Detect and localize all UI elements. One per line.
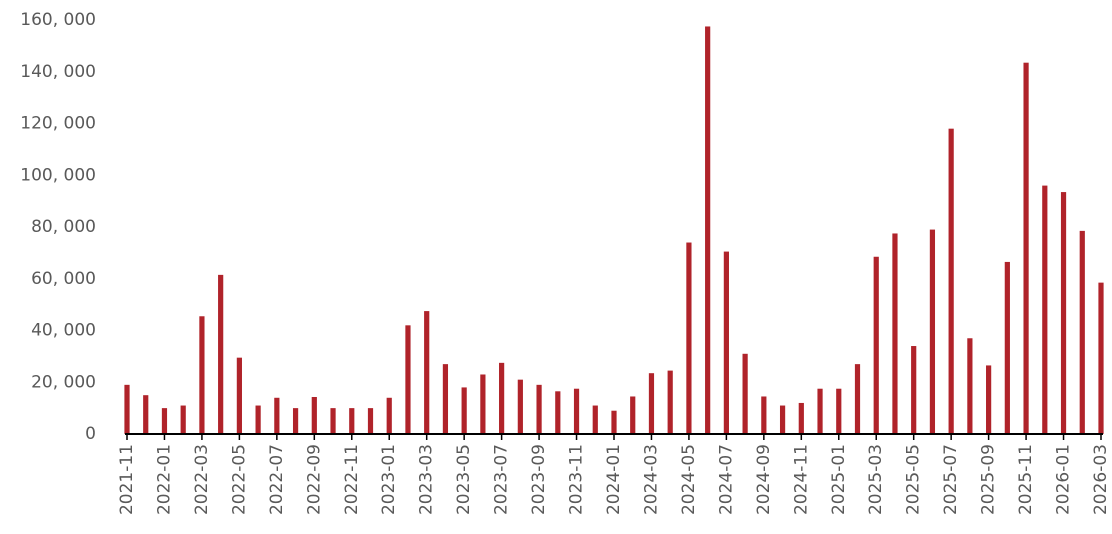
bar xyxy=(424,311,430,434)
bar xyxy=(573,388,580,434)
bar xyxy=(742,353,748,434)
x-tick-label: 2025-05 xyxy=(904,444,924,515)
x-tick-label: 2025-03 xyxy=(866,444,886,515)
x-tick-label: 2024-09 xyxy=(754,444,774,515)
y-tick-label: 140, 000 xyxy=(20,62,96,82)
bar xyxy=(1060,192,1067,434)
bar xyxy=(255,405,261,434)
bar xyxy=(124,384,130,434)
x-tick-label: 2021-11 xyxy=(117,444,137,515)
y-tick-label: 60, 000 xyxy=(31,269,96,289)
x-tick-label: 2025-09 xyxy=(979,444,999,515)
bar xyxy=(536,384,542,434)
bar xyxy=(592,405,598,434)
bar xyxy=(836,388,842,434)
x-tick-label: 2025-01 xyxy=(829,444,849,515)
bar xyxy=(967,338,973,434)
bar xyxy=(779,405,786,434)
x-tick-label: 2026-03 xyxy=(1091,444,1111,515)
x-tick-label: 2024-03 xyxy=(641,444,661,515)
bar xyxy=(892,233,898,434)
bar xyxy=(761,396,767,434)
bar xyxy=(386,397,392,434)
bar xyxy=(461,387,467,434)
bar xyxy=(986,365,992,434)
y-tick-label: 80, 000 xyxy=(31,217,96,237)
bar xyxy=(274,397,280,434)
x-tick-label: 2024-01 xyxy=(604,444,624,515)
x-tick-label: 2022-11 xyxy=(342,444,362,515)
x-tick-label: 2023-07 xyxy=(492,444,512,515)
bar xyxy=(948,128,954,435)
x-tick-label: 2026-01 xyxy=(1054,444,1074,515)
x-tick-label: 2023-03 xyxy=(417,444,437,515)
bar xyxy=(854,364,861,434)
bar xyxy=(442,364,449,434)
x-tick-label: 2024-11 xyxy=(791,444,811,515)
bar xyxy=(349,408,355,434)
bar xyxy=(180,405,186,434)
bar xyxy=(798,402,804,434)
x-tick-label: 2023-01 xyxy=(379,444,399,515)
bar xyxy=(292,408,299,434)
bar xyxy=(911,346,917,434)
x-tick-label: 2025-07 xyxy=(941,444,961,515)
bar xyxy=(667,370,673,434)
bar xyxy=(555,391,561,434)
bar xyxy=(330,408,336,434)
bar xyxy=(817,388,823,434)
x-tick-label: 2022-05 xyxy=(229,444,249,515)
bar xyxy=(1098,282,1104,434)
bar xyxy=(630,396,636,434)
y-tick-label: 20, 000 xyxy=(31,372,96,392)
bar xyxy=(405,325,411,434)
bar xyxy=(723,251,729,434)
bar xyxy=(1079,230,1085,434)
x-tick-label: 2022-03 xyxy=(192,444,212,515)
bar xyxy=(648,373,655,434)
x-tick-label: 2024-07 xyxy=(716,444,736,515)
x-tick-label: 2025-11 xyxy=(1016,444,1036,515)
bar xyxy=(611,410,617,434)
bar xyxy=(143,395,149,434)
x-tick-label: 2022-01 xyxy=(154,444,174,515)
y-tick-label: 100, 000 xyxy=(20,165,96,185)
bar xyxy=(705,26,711,434)
x-tick-label: 2024-05 xyxy=(679,444,699,515)
x-tick-label: 2023-09 xyxy=(529,444,549,515)
bar xyxy=(367,408,374,434)
x-tick-label: 2023-11 xyxy=(567,444,587,515)
y-tick-label: 120, 000 xyxy=(20,114,96,134)
bar xyxy=(199,316,205,434)
bar xyxy=(218,274,224,434)
bar xyxy=(1023,62,1029,434)
x-tick-label: 2023-05 xyxy=(454,444,474,515)
bar xyxy=(311,396,317,434)
bar xyxy=(480,374,486,434)
y-tick-label: 40, 000 xyxy=(31,321,96,341)
y-tick-label: 0 xyxy=(85,424,96,444)
bar xyxy=(1004,261,1010,434)
bar xyxy=(929,229,936,434)
bar xyxy=(1042,185,1048,434)
x-tick-label: 2022-07 xyxy=(267,444,287,515)
bar xyxy=(517,379,523,434)
bar xyxy=(499,362,505,434)
bar xyxy=(686,242,692,434)
y-tick-label: 160, 000 xyxy=(20,10,96,30)
x-tick-label: 2022-09 xyxy=(304,444,324,515)
bar xyxy=(161,408,168,434)
bar xyxy=(236,357,242,434)
bar xyxy=(873,256,879,434)
